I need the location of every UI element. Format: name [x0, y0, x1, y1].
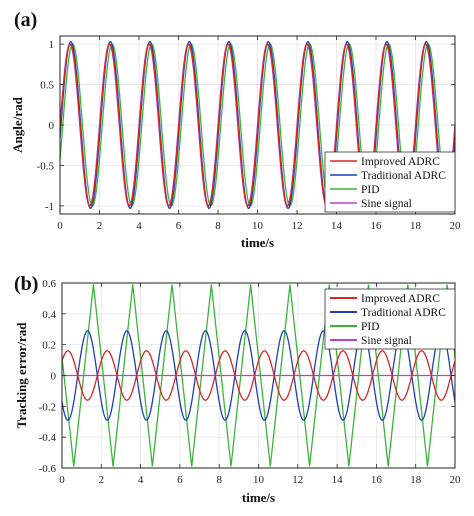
x-tick-label: 18: [410, 220, 422, 232]
x-tick-label: 16: [371, 220, 383, 232]
y-tick-label: -1: [45, 201, 54, 213]
x-tick-label: 4: [138, 474, 144, 486]
x-tick-label: 12: [292, 474, 303, 486]
x-tick-label: 4: [136, 220, 142, 232]
x-tick-label: 10: [252, 220, 264, 232]
x-tick-label: 2: [99, 474, 105, 486]
x-tick-label: 20: [450, 220, 462, 232]
series-line-improved-adrc: [61, 350, 456, 401]
legend-entry: Improved ADRC: [361, 156, 440, 168]
panel-label: (b): [14, 273, 38, 295]
y-tick-label: 0.6: [42, 278, 56, 290]
legend-entry: Improved ADRC: [361, 293, 440, 305]
x-tick-label: 6: [177, 474, 183, 486]
series-line-improved-adrc: [59, 43, 456, 207]
x-tick-label: 18: [410, 474, 422, 486]
y-tick-label: -0.6: [39, 463, 57, 475]
y-tick-label: 0: [51, 371, 57, 383]
legend-entry: Traditional ADRC: [361, 307, 446, 319]
x-tick-label: 12: [292, 220, 303, 232]
x-tick-label: 8: [215, 220, 221, 232]
legend: Improved ADRC Traditional ADRC PID Sine sig…: [324, 288, 456, 350]
y-tick-label: -0.4: [39, 432, 57, 444]
y-tick-label: 0: [49, 120, 55, 132]
x-tick-label: 2: [97, 220, 103, 232]
legend-entry: Sine signal: [361, 335, 412, 347]
y-tick-label: 0.4: [42, 309, 56, 321]
panel-a-chart: (a) 0 2 4 6 8 10 12 14 16 18 20 -1 -0.5 0 0.5 1 time/s Ang…: [10, 9, 461, 250]
x-tick-label: 16: [371, 474, 383, 486]
legend-entry: PID: [361, 184, 380, 196]
x-tick-label: 6: [176, 220, 182, 232]
series-line-pid: [59, 43, 456, 207]
y-axis-label: Angle/rad: [10, 96, 25, 152]
series-line-traditional-adrc: [61, 330, 456, 421]
legend-box: [324, 151, 456, 213]
y-tick-label: 0.2: [42, 340, 56, 352]
legend: Improved ADRC Traditional ADRC PID Sine sig…: [324, 151, 456, 213]
x-axis-label: time/s: [241, 235, 274, 250]
y-tick-label: -0.2: [39, 401, 56, 413]
panel-label: (a): [14, 9, 37, 31]
y-axis-label: Tracking error/rad: [14, 322, 29, 429]
series-line-pid: [61, 284, 456, 467]
panel-b-chart: (b) 0 2 4 6 8 10 12 14 16 18 20 -0.6 -0.4 -0.2 0 0.2 0.4 0…: [14, 273, 461, 505]
x-axis-label: time/s: [242, 490, 275, 505]
legend-entry: PID: [361, 321, 380, 333]
x-tick-label: 14: [332, 474, 344, 486]
y-tick-label: 1: [49, 39, 55, 51]
y-tick-label: 0.5: [40, 80, 54, 92]
legend-entry: Traditional ADRC: [361, 170, 446, 182]
x-tick-label: 8: [216, 474, 222, 486]
x-tick-label: 10: [253, 474, 265, 486]
y-tick-label: -0.5: [37, 160, 55, 172]
x-tick-label: 0: [57, 220, 63, 232]
x-tick-label: 0: [59, 474, 65, 486]
x-tick-label: 14: [331, 220, 343, 232]
legend-entry: Sine signal: [361, 198, 412, 210]
x-tick-label: 20: [450, 474, 462, 486]
